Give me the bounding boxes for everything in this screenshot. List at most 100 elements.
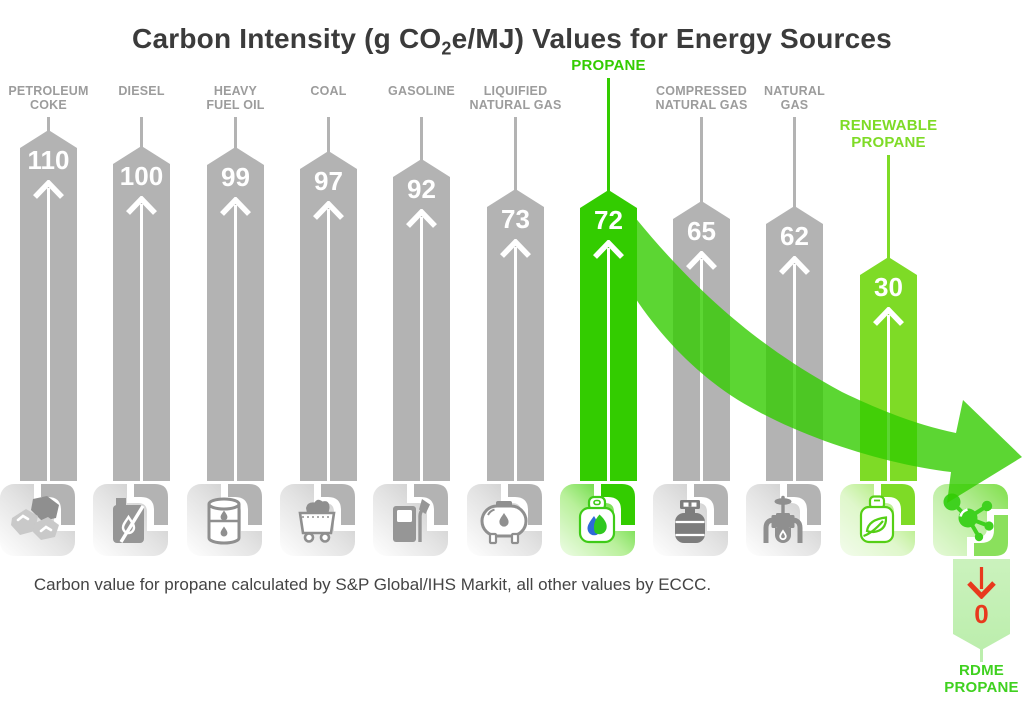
diesel-icon — [113, 498, 145, 543]
bar-stem — [700, 117, 703, 205]
bar-value: 62 — [780, 221, 809, 251]
column-label-line: DIESEL — [118, 84, 165, 98]
bar-stem — [234, 117, 237, 151]
bar-diesel: 100 — [113, 146, 170, 481]
icon-tile-liquified-naturalgas — [467, 484, 542, 556]
cng-icon — [675, 500, 705, 543]
bar-stem — [327, 117, 330, 155]
bar-stem — [793, 117, 796, 210]
icon-tile-renewable-propane — [840, 484, 915, 556]
bar-renewable-propane: 30 — [860, 257, 917, 481]
icon-tile-petroleum-coke — [0, 484, 75, 556]
heavy-fuel-oil-icon — [207, 497, 241, 545]
icon-tile-diesel — [93, 484, 168, 556]
bar-petroleum-coke: 110 — [20, 130, 77, 481]
up-arrow-icon — [593, 240, 624, 481]
column-label-line: RENEWABLE — [839, 117, 938, 134]
column-label-line: COKE — [30, 98, 67, 112]
up-arrow-icon — [873, 307, 904, 481]
column-label-line: FUEL OIL — [206, 98, 265, 112]
column-label-line: PETROLEUM — [8, 84, 89, 98]
up-arrow-icon — [406, 209, 437, 481]
bar-compressed-naturalgas: 65 — [673, 201, 730, 481]
column-label-heavy-fueloil: HEAVY FUEL OIL — [166, 84, 306, 112]
column-label-rdme-propane: RDME PROPANE — [912, 662, 1024, 697]
icon-tile-propane — [560, 484, 635, 556]
column-label-line: PROPANE — [571, 57, 646, 74]
column-label-propane: PROPANE — [539, 57, 679, 75]
icon-tile-coal — [280, 484, 355, 556]
up-arrow-icon — [220, 197, 251, 481]
icon-tile-rdme-propane — [933, 484, 1008, 556]
bar-value: 30 — [874, 272, 903, 302]
bar-value: 97 — [314, 166, 343, 196]
down-arrow-icon — [967, 567, 996, 599]
bar-stem — [980, 649, 983, 662]
column-label-diesel: DIESEL — [72, 84, 212, 98]
bar-value: 73 — [501, 204, 530, 234]
column-label-line: COMPRESSED — [656, 84, 747, 98]
up-arrow-icon — [313, 201, 344, 481]
bar-stem — [140, 117, 143, 150]
bar-stem — [514, 117, 517, 193]
bar-gasoline: 92 — [393, 159, 450, 481]
bar-value: 110 — [27, 145, 70, 175]
bar-stem — [607, 78, 610, 194]
bar-natural-gas: 62 — [766, 206, 823, 481]
chart-title-subscript: 2 — [441, 38, 452, 59]
column-label-line: PROPANE — [851, 133, 926, 151]
chart-title: Carbon Intensity (g CO2e/MJ) Values for … — [0, 23, 1024, 60]
coal-icon — [298, 499, 336, 543]
bar-value: 65 — [687, 216, 716, 246]
column-label-natural-gas: NATURAL GAS — [725, 84, 865, 112]
column-label-line: NATURAL — [764, 84, 825, 98]
petroleum-coke-icon — [11, 496, 59, 540]
up-arrow-icon — [779, 256, 810, 481]
column-label-line: LIQUIFIED — [483, 84, 548, 98]
column-label-line: GASOLINE — [388, 84, 455, 98]
column-label-liquified-naturalgas: LIQUIFIED NATURAL GAS — [446, 84, 586, 112]
up-arrow-icon — [500, 239, 531, 481]
column-label-line: NATURAL GAS — [469, 98, 562, 112]
bar-stem — [887, 155, 890, 261]
up-arrow-icon — [126, 196, 157, 481]
bar-stem — [47, 117, 50, 134]
gasoline-icon — [393, 499, 430, 542]
chart-title-prefix: Carbon Intensity (g CO — [132, 22, 442, 54]
renewable-propane-icon — [859, 495, 895, 544]
bar-value: 72 — [594, 205, 623, 235]
bar-value: 92 — [407, 174, 436, 204]
column-label-line: PROPANE — [944, 678, 1019, 696]
bar-value: 99 — [221, 162, 250, 192]
bar-value: 0 — [974, 599, 989, 629]
column-label-gasoline: GASOLINE — [352, 84, 492, 98]
column-label-compressed-naturalgas: COMPRESSED NATURAL GAS — [632, 84, 772, 112]
chart-title-suffix: e/MJ) Values for Energy Sources — [451, 22, 892, 54]
source-note: Carbon value for propane calculated by S… — [33, 575, 712, 594]
bar-coal: 97 — [300, 151, 357, 481]
bar-liquified-naturalgas: 73 — [487, 189, 544, 481]
icon-tile-gasoline — [373, 484, 448, 556]
column-label-line: HEAVY — [213, 84, 258, 98]
up-arrow-icon — [33, 180, 64, 481]
icon-tile-heavy-fueloil — [187, 484, 262, 556]
rdme-molecule-icon — [943, 493, 994, 542]
column-label-renewable-propane: RENEWABLE PROPANE — [819, 117, 959, 152]
bar-value: 100 — [119, 161, 164, 191]
column-label-line: COAL — [310, 84, 347, 98]
column-label-line: RDME — [959, 662, 1004, 679]
column-label-line: NATURAL GAS — [655, 98, 748, 112]
bar-heavy-fueloil: 99 — [207, 147, 264, 481]
bar-propane: 72 — [580, 190, 637, 481]
bar-rdme-propane: 0 — [953, 559, 1010, 650]
column-label-coal: COAL — [259, 84, 399, 98]
column-label-line: GAS — [780, 98, 809, 112]
bar-stem — [420, 117, 423, 163]
natural-gas-icon — [763, 495, 803, 543]
column-label-petroleum-coke: PETROLEUM COKE — [0, 84, 119, 112]
icon-tile-compressed-naturalgas — [653, 484, 728, 556]
icon-tile-natural-gas — [746, 484, 821, 556]
propane-icon — [578, 495, 616, 544]
up-arrow-icon — [686, 251, 717, 481]
